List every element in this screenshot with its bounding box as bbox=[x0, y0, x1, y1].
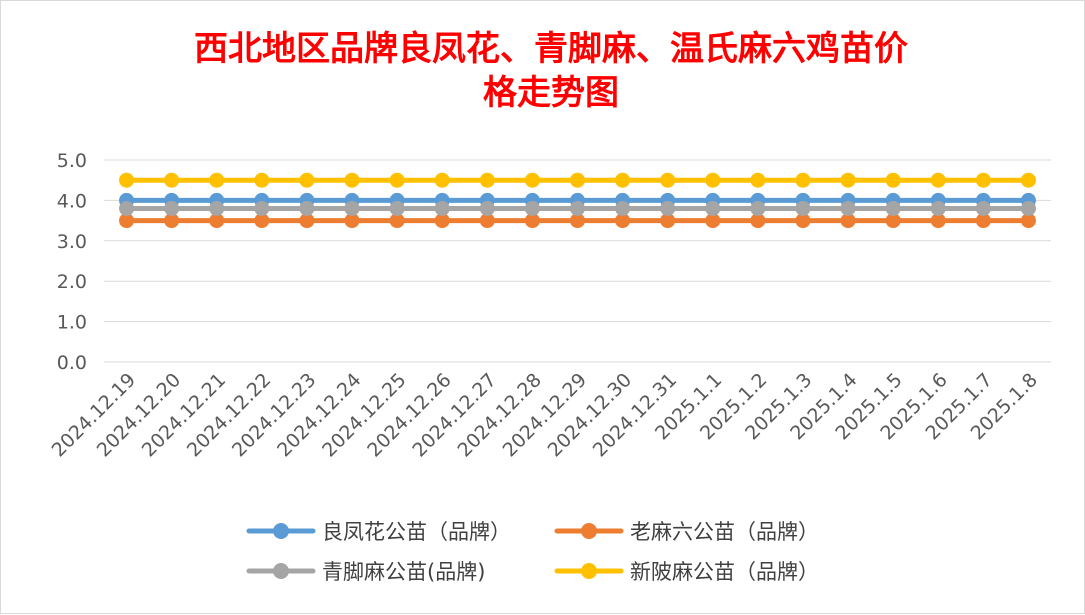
legend-item: 新陂麻公苗（品牌） bbox=[554, 554, 819, 588]
legend-item: 老麻六公苗（品牌） bbox=[554, 514, 819, 548]
data-point bbox=[344, 172, 360, 188]
y-tick-label: 5.0 bbox=[57, 150, 87, 172]
data-point bbox=[119, 172, 135, 188]
data-point bbox=[434, 200, 450, 216]
chart-title-line1: 西北地区品牌良凤花、青脚麻、温氏麻六鸡苗价 bbox=[194, 29, 908, 69]
data-point bbox=[164, 172, 180, 188]
data-point bbox=[885, 172, 901, 188]
data-point bbox=[344, 213, 360, 229]
data-point bbox=[164, 200, 180, 216]
data-point bbox=[524, 213, 540, 229]
data-point bbox=[975, 172, 991, 188]
data-point bbox=[705, 213, 721, 229]
data-point bbox=[570, 200, 585, 216]
data-point bbox=[434, 213, 450, 229]
data-point bbox=[524, 172, 540, 188]
data-point bbox=[615, 200, 631, 216]
data-point bbox=[1020, 200, 1036, 216]
legend-swatch bbox=[554, 523, 624, 539]
data-point bbox=[570, 172, 585, 188]
y-tick-label: 3.0 bbox=[57, 231, 87, 253]
data-point bbox=[479, 200, 495, 216]
data-point bbox=[885, 200, 901, 216]
chart-title: 西北地区品牌良凤花、青脚麻、温氏麻六鸡苗价 格走势图 bbox=[101, 27, 1001, 115]
data-point bbox=[209, 200, 225, 216]
legend-item: 青脚麻公苗(品牌) bbox=[246, 554, 485, 588]
data-point bbox=[930, 172, 946, 188]
legend-label: 老麻六公苗（品牌） bbox=[630, 520, 819, 544]
data-point bbox=[389, 213, 405, 229]
data-point bbox=[705, 172, 721, 188]
data-point bbox=[615, 213, 631, 229]
data-point bbox=[254, 172, 270, 188]
data-point bbox=[119, 213, 135, 229]
data-point bbox=[119, 200, 135, 216]
data-point bbox=[164, 213, 180, 229]
data-point bbox=[1020, 213, 1036, 229]
data-point bbox=[975, 213, 991, 229]
data-point bbox=[750, 200, 766, 216]
chart-title-line2: 格走势图 bbox=[483, 73, 619, 113]
data-point bbox=[660, 213, 676, 229]
data-point bbox=[840, 172, 856, 188]
data-point bbox=[795, 213, 811, 229]
data-point bbox=[209, 213, 225, 229]
data-point bbox=[975, 200, 991, 216]
data-point bbox=[299, 172, 315, 188]
data-point bbox=[795, 200, 811, 216]
y-tick-label: 0.0 bbox=[57, 352, 87, 374]
legend-label: 良凤花公苗（品牌） bbox=[322, 520, 511, 544]
data-point bbox=[750, 213, 766, 229]
data-point bbox=[524, 200, 540, 216]
legend-swatch bbox=[554, 563, 624, 579]
data-point bbox=[660, 172, 676, 188]
data-point bbox=[930, 200, 946, 216]
data-point bbox=[615, 172, 631, 188]
data-point bbox=[344, 200, 360, 216]
data-point bbox=[434, 172, 450, 188]
data-point bbox=[840, 213, 856, 229]
data-point bbox=[389, 200, 405, 216]
y-tick-label: 2.0 bbox=[57, 271, 87, 293]
legend-item: 良凤花公苗（品牌） bbox=[246, 514, 511, 548]
legend-label: 新陂麻公苗（品牌） bbox=[630, 560, 819, 584]
legend-label: 青脚麻公苗(品牌) bbox=[322, 560, 486, 584]
data-point bbox=[795, 172, 811, 188]
data-point bbox=[750, 172, 766, 188]
data-point bbox=[479, 213, 495, 229]
y-tick-label: 1.0 bbox=[57, 312, 87, 334]
legend-swatch bbox=[246, 563, 316, 579]
data-point bbox=[479, 172, 495, 188]
data-point bbox=[705, 200, 721, 216]
data-point bbox=[930, 213, 946, 229]
data-point bbox=[885, 213, 901, 229]
legend-swatch bbox=[246, 523, 316, 539]
data-point bbox=[299, 213, 315, 229]
y-tick-label: 4.0 bbox=[57, 190, 87, 212]
data-point bbox=[299, 200, 315, 216]
data-point bbox=[209, 172, 225, 188]
data-point bbox=[389, 172, 405, 188]
data-point bbox=[1020, 172, 1036, 188]
data-point bbox=[660, 200, 676, 216]
data-point bbox=[254, 213, 270, 229]
data-point bbox=[840, 200, 856, 216]
data-point bbox=[254, 200, 270, 216]
data-point bbox=[570, 213, 585, 229]
